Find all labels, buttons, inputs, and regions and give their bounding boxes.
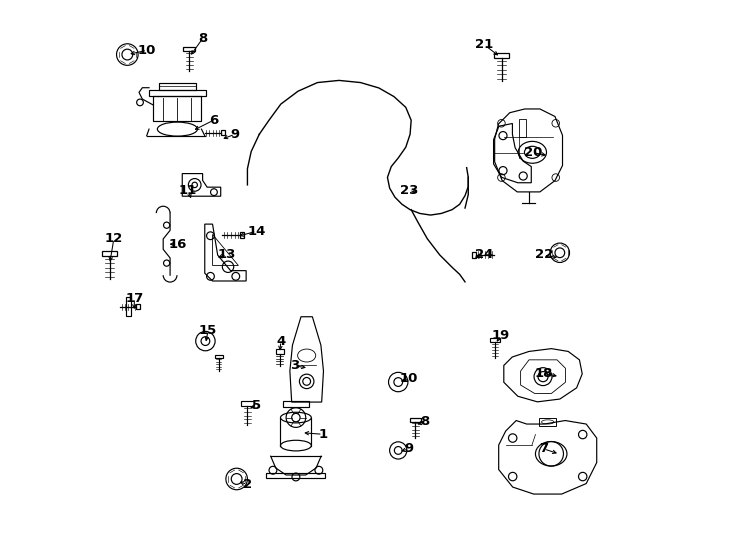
Text: 8: 8	[421, 415, 430, 428]
Bar	[149, 90, 206, 96]
Text: 4: 4	[276, 335, 286, 348]
Text: 20: 20	[523, 146, 542, 159]
Text: 23: 23	[400, 184, 418, 197]
Text: 10: 10	[138, 44, 156, 57]
Bar	[137, 304, 140, 309]
Bar	[519, 119, 526, 137]
Text: 16: 16	[168, 238, 186, 251]
Text: 6: 6	[209, 114, 218, 127]
Text: 9: 9	[404, 442, 413, 455]
Bar	[266, 472, 325, 478]
Bar	[102, 251, 117, 256]
Text: 9: 9	[230, 128, 239, 141]
Bar	[240, 232, 244, 238]
Text: 17: 17	[126, 292, 143, 305]
Text: 24: 24	[475, 248, 493, 261]
Text: 2: 2	[243, 478, 252, 491]
Text: 5: 5	[252, 399, 261, 412]
Text: 19: 19	[492, 329, 509, 342]
Bar	[410, 418, 421, 422]
Text: 3: 3	[290, 360, 299, 373]
Text: 12: 12	[105, 232, 123, 245]
Text: 14: 14	[247, 225, 266, 238]
Text: 13: 13	[218, 248, 236, 261]
Bar	[126, 298, 131, 316]
Text: 8: 8	[198, 32, 207, 45]
Text: 15: 15	[199, 324, 217, 337]
Bar	[275, 349, 284, 354]
Text: 1: 1	[319, 428, 327, 441]
Text: 21: 21	[476, 38, 493, 51]
Text: 22: 22	[534, 248, 553, 261]
Bar	[471, 252, 476, 258]
Bar	[159, 83, 196, 90]
Text: 10: 10	[400, 372, 418, 386]
Text: 18: 18	[534, 367, 553, 380]
Bar	[539, 418, 556, 426]
Bar	[153, 96, 201, 121]
Text: 11: 11	[179, 184, 197, 197]
Bar	[183, 47, 195, 51]
Bar	[490, 338, 501, 342]
Bar	[241, 401, 253, 406]
Bar	[283, 401, 308, 407]
Bar	[495, 53, 509, 58]
Text: 7: 7	[539, 442, 548, 455]
Bar	[221, 130, 225, 135]
Bar	[215, 355, 223, 357]
